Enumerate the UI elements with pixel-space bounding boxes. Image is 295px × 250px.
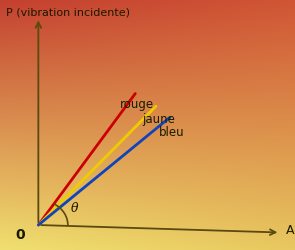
Text: A: A <box>286 224 295 236</box>
Text: θ: θ <box>71 202 78 215</box>
Text: P (vibration incidente): P (vibration incidente) <box>6 8 130 18</box>
Text: 0: 0 <box>16 228 25 242</box>
Text: bleu: bleu <box>159 126 185 139</box>
Text: rouge: rouge <box>119 98 154 111</box>
Text: jaune: jaune <box>142 113 175 126</box>
